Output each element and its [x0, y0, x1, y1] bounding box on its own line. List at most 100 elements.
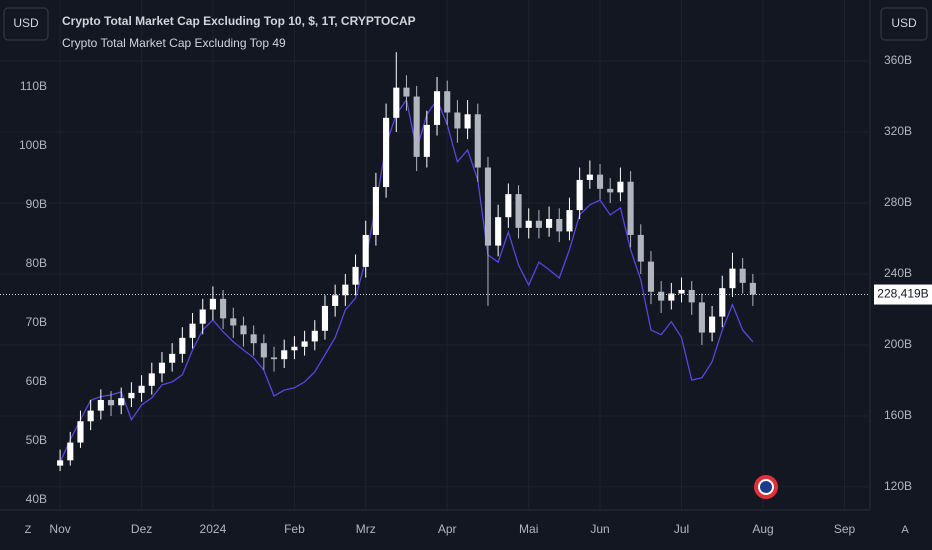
- candle-body: [576, 179, 583, 211]
- candle-body: [535, 220, 542, 228]
- candle-body: [525, 220, 532, 228]
- x-tick-label: Mrz: [356, 522, 376, 536]
- candle-body: [749, 282, 756, 295]
- axes: 40B 50B 60B 70B 80B 90B 100B 110B 120B 160B 200B 24…: [19, 53, 932, 536]
- corner-button[interactable]: A: [901, 524, 909, 536]
- y2-tick-label: 160B: [884, 408, 912, 422]
- candle-body: [647, 261, 655, 292]
- candle-body: [148, 373, 155, 386]
- candle-body: [87, 410, 94, 422]
- y-tick-label: 80B: [26, 256, 47, 270]
- candle-body: [352, 266, 359, 285]
- plot: [0, 52, 870, 471]
- candle-body: [566, 210, 573, 232]
- y-tick-label: 70B: [26, 315, 47, 329]
- candle-body: [199, 309, 206, 324]
- candle-body: [332, 295, 339, 306]
- candle-body: [556, 218, 563, 232]
- candle-body: [311, 330, 318, 342]
- candle-body: [658, 291, 665, 301]
- y2-tick-label: 360B: [884, 53, 912, 67]
- candle-body: [158, 362, 166, 374]
- candle-body: [240, 325, 247, 335]
- candle-body: [179, 337, 186, 354]
- candle-body: [270, 357, 278, 360]
- y-tick-label: 60B: [26, 374, 47, 388]
- candle-body: [505, 194, 512, 218]
- x-tick-label: Mai: [519, 522, 538, 536]
- y2-tick-label: 120B: [884, 479, 912, 493]
- candle-body: [260, 343, 267, 358]
- candle-body: [169, 353, 176, 363]
- candle-body: [393, 87, 400, 118]
- x-tick-label: Sep: [834, 522, 856, 536]
- candle-body: [118, 398, 125, 406]
- candle-body: [107, 399, 115, 406]
- candle-body: [607, 188, 614, 193]
- candle-body: [138, 385, 145, 393]
- candle-body: [596, 174, 604, 189]
- scale-button[interactable]: [3, 7, 49, 41]
- candle-body: [678, 289, 685, 294]
- candle-body: [423, 124, 430, 157]
- candle-body: [637, 234, 644, 262]
- y2-tick-label: 320B: [884, 124, 912, 138]
- candle-body: [67, 442, 74, 461]
- candle-body: [627, 181, 634, 235]
- y-tick-label: 100B: [19, 138, 47, 152]
- candle-body: [321, 305, 329, 331]
- candle-body: [362, 234, 369, 267]
- candle-body: [454, 112, 461, 129]
- candle-body: [729, 268, 736, 289]
- candle-body: [128, 392, 135, 399]
- legend-entry[interactable]: Crypto Total Market Cap Excluding Top 10…: [62, 14, 416, 28]
- candle-body: [433, 91, 441, 125]
- candle-body: [709, 316, 716, 333]
- candle-body: [515, 194, 522, 228]
- candle-body: [97, 399, 104, 411]
- scale-button[interactable]: [880, 7, 928, 41]
- candle-body: [291, 346, 298, 351]
- candle-body: [719, 288, 726, 317]
- candle-body: [301, 341, 308, 347]
- corner-button[interactable]: Z: [25, 524, 32, 536]
- candle-body: [668, 293, 675, 301]
- candle-body: [57, 460, 64, 466]
- legend-entry[interactable]: Crypto Total Market Cap Excluding Top 49: [62, 36, 286, 50]
- candle-body: [688, 289, 695, 303]
- candle-body: [586, 174, 593, 180]
- scale-label[interactable]: USD: [13, 16, 39, 30]
- candle-body: [281, 350, 288, 360]
- candle-body: [403, 87, 410, 97]
- candle-body: [739, 268, 746, 283]
- candle-body: [474, 114, 481, 168]
- candle-body: [484, 167, 492, 246]
- candle-body: [413, 96, 420, 157]
- event-flag[interactable]: [754, 475, 778, 499]
- candle-body: [698, 302, 705, 333]
- scale-label[interactable]: USD: [891, 16, 917, 30]
- y-tick-label: 90B: [26, 197, 47, 211]
- candle-body: [372, 187, 379, 235]
- candle-body: [617, 181, 624, 193]
- x-tick-label: Dez: [131, 522, 152, 536]
- y2-tick-label: 280B: [884, 195, 912, 209]
- price-label-box: [874, 284, 932, 305]
- candle-body: [230, 318, 237, 326]
- candle-body: [383, 117, 390, 188]
- candle-body: [464, 114, 471, 129]
- candle-body: [342, 284, 349, 296]
- candle-body: [495, 217, 502, 246]
- y-tick-label: 50B: [26, 433, 47, 447]
- y-tick-label: 40B: [26, 492, 47, 506]
- price-label: 228,419B: [877, 287, 928, 301]
- candle-body: [250, 334, 257, 344]
- y-tick-label: 110B: [20, 79, 47, 93]
- y2-tick-label: 240B: [884, 266, 912, 280]
- x-tick-label: Nov: [49, 522, 70, 536]
- candle-body: [189, 323, 196, 338]
- x-tick-label: Jul: [674, 522, 689, 536]
